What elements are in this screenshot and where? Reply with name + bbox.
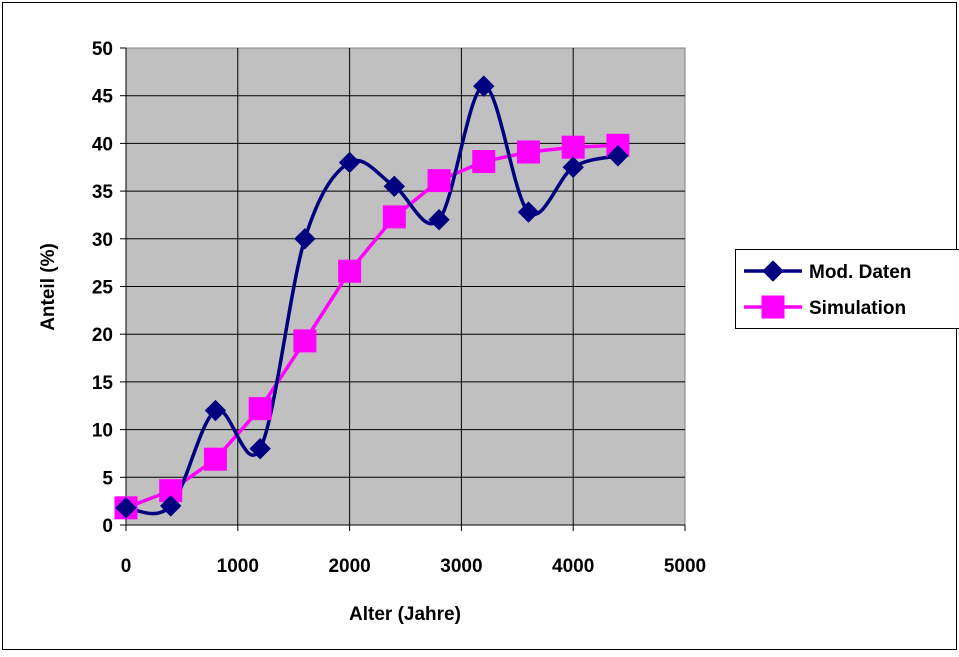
x-tick-label: 3000 — [440, 556, 482, 577]
y-tick-label: 50 — [92, 39, 113, 60]
data-point-square — [517, 141, 539, 163]
y-tick-label: 10 — [92, 421, 113, 442]
data-point-square — [339, 260, 361, 282]
data-point-square — [383, 206, 405, 228]
legend-label: Simulation — [809, 298, 906, 319]
data-point-square — [428, 170, 450, 192]
y-tick-label: 25 — [92, 278, 114, 299]
data-point-square — [473, 151, 495, 173]
data-point-square — [562, 136, 584, 158]
data-point-square — [294, 330, 316, 352]
legend: Mod. Daten Simulation — [736, 250, 959, 329]
y-tick-label: 35 — [92, 182, 114, 203]
x-tick-label: 5000 — [664, 556, 706, 577]
legend-label: Mod. Daten — [809, 262, 911, 283]
legend-entry: Simulation — [744, 296, 906, 319]
y-tick-label: 0 — [102, 516, 113, 537]
y-tick-label: 20 — [92, 325, 113, 346]
legend-marker-square — [762, 296, 784, 318]
x-axis-title: Alter (Jahre) — [349, 604, 461, 625]
x-tick-label: 1000 — [217, 556, 259, 577]
y-tick-label: 40 — [92, 134, 113, 155]
data-point-square — [204, 448, 226, 470]
x-tick-label: 2000 — [328, 556, 370, 577]
y-tick-label: 45 — [92, 87, 114, 108]
x-tick-label: 0 — [121, 556, 132, 577]
x-tick-label: 4000 — [552, 556, 594, 577]
y-tick-label: 5 — [102, 468, 113, 489]
data-point-square — [249, 398, 271, 420]
y-axis-title: Anteil (%) — [38, 243, 59, 331]
y-tick-label: 15 — [92, 373, 114, 394]
y-tick-label: 30 — [92, 230, 113, 251]
